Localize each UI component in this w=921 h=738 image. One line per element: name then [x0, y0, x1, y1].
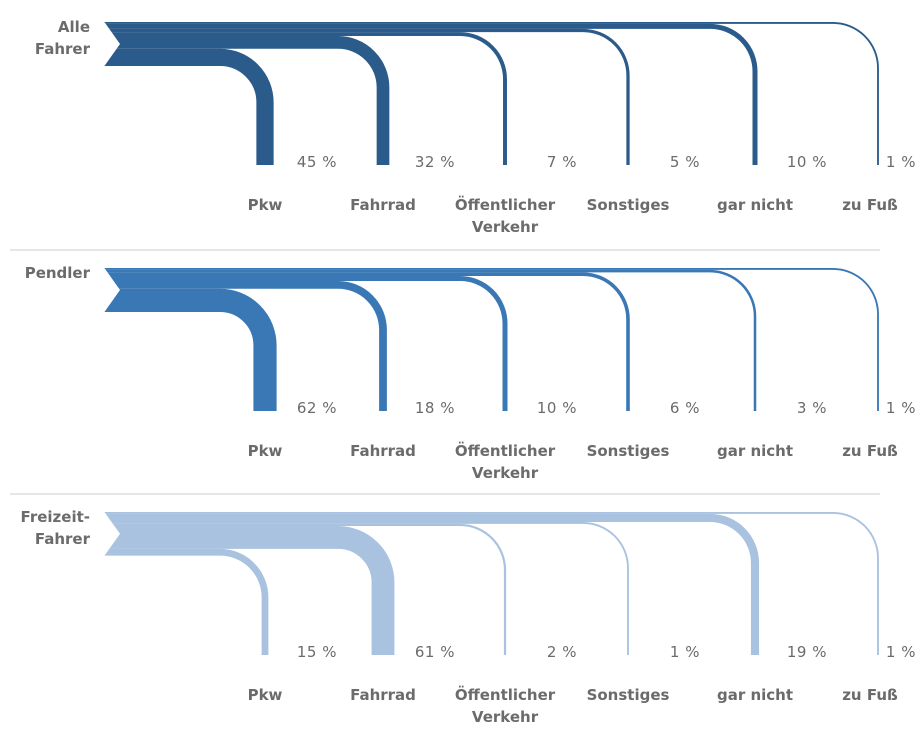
category-label: Sonstiges	[586, 686, 670, 704]
category-label: Sonstiges	[586, 196, 670, 214]
category-label: Fahrrad	[350, 196, 416, 214]
flow-branch	[104, 28, 630, 165]
category-label: Öffentlicher Verkehr	[454, 442, 556, 482]
flow-branch	[104, 526, 395, 655]
category-label: zu Fuß	[842, 686, 898, 704]
value-label: 15 %	[296, 643, 337, 661]
value-label: 18 %	[414, 399, 455, 417]
flow-branch	[104, 548, 269, 655]
value-label: 61 %	[414, 643, 455, 661]
flow-branch	[104, 288, 277, 411]
category-label: gar nicht	[716, 196, 794, 214]
category-label: Pkw	[247, 442, 283, 460]
value-label: 6 %	[669, 399, 700, 417]
category-label: Öffentlicher Verkehr	[454, 686, 556, 726]
flow-branch	[104, 268, 879, 411]
value-label: 5 %	[669, 153, 700, 171]
category-label: Pkw	[247, 686, 283, 704]
category-label: Sonstiges	[586, 442, 670, 460]
flow-branch	[104, 276, 508, 411]
group-label: Freizeit-Fahrer	[20, 508, 90, 548]
notch	[103, 20, 120, 68]
flow-branch	[104, 269, 757, 411]
flow-branch	[104, 281, 387, 411]
flow-branch	[104, 36, 390, 165]
notch	[103, 510, 120, 558]
category-label: Pkw	[247, 196, 283, 214]
value-label: 2 %	[546, 643, 577, 661]
value-label: 1 %	[885, 399, 916, 417]
value-label: 10 %	[536, 399, 577, 417]
category-label: gar nicht	[716, 686, 794, 704]
value-label: 62 %	[296, 399, 337, 417]
value-label: 32 %	[414, 153, 455, 171]
category-label: Fahrrad	[350, 686, 416, 704]
category-label: zu Fuß	[842, 196, 898, 214]
flow-branch	[104, 22, 879, 165]
value-label: 3 %	[796, 399, 827, 417]
flow-branch	[104, 523, 507, 655]
flow-branch	[104, 511, 879, 655]
group-label: Pendler	[24, 264, 90, 282]
category-label: Öffentlicher Verkehr	[454, 196, 556, 236]
value-label: 1 %	[669, 643, 700, 661]
flow-branch	[104, 272, 630, 411]
group-label: Alle Fahrer	[34, 18, 90, 58]
value-label: 1 %	[885, 643, 916, 661]
category-label: gar nicht	[716, 442, 794, 460]
notch	[103, 266, 120, 314]
category-label: Fahrrad	[350, 442, 416, 460]
category-label: zu Fuß	[842, 442, 898, 460]
value-label: 19 %	[786, 643, 827, 661]
flow-branch	[104, 522, 629, 655]
value-label: 7 %	[546, 153, 577, 171]
value-label: 45 %	[296, 153, 337, 171]
value-label: 10 %	[786, 153, 827, 171]
flow-branch	[104, 32, 507, 165]
flow-branch	[104, 48, 274, 165]
flow-branch	[104, 513, 760, 655]
value-label: 1 %	[885, 153, 916, 171]
flow-branch	[104, 23, 758, 165]
